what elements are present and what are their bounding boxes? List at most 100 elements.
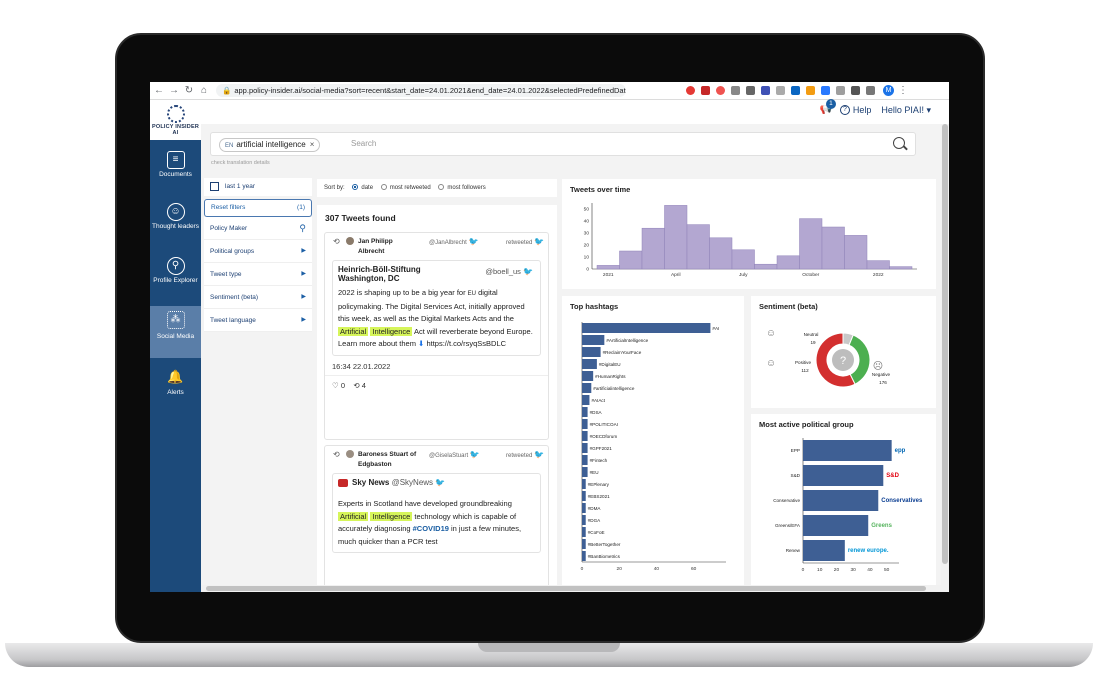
logo[interactable]: POLICY INSIDER AI — [150, 102, 201, 140]
sentiment-slice — [815, 332, 856, 388]
histogram-bar — [866, 260, 890, 270]
filter-sentiment[interactable]: Sentiment (beta) ▶ — [204, 286, 312, 309]
translation-details-link[interactable]: check translation details — [211, 160, 270, 166]
laptop-notch — [478, 643, 620, 652]
notification-button[interactable]: 📢 1 — [819, 99, 836, 116]
hashtag-label: #ReclaimYourFace — [603, 350, 642, 355]
x-tick-label: 0 — [581, 566, 584, 572]
extension-icon[interactable] — [821, 86, 830, 95]
chip-close-icon[interactable]: × — [309, 140, 315, 149]
retweeter-handle[interactable]: @JanAlbrecht 🐦 — [429, 237, 479, 246]
tweet-link[interactable]: https://t.co/rsyqSsBDLC — [426, 339, 507, 348]
puzzle-icon[interactable] — [851, 86, 860, 95]
sidebar-item-thought-leaders[interactable]: ☺ Thought leaders — [150, 198, 201, 248]
extension-icon[interactable] — [716, 86, 725, 95]
extension-icon[interactable] — [866, 86, 875, 95]
tweet-card[interactable]: ⟲ Jan Philipp Albrecht @JanAlbrecht 🐦 re… — [324, 232, 549, 440]
y-tick-label: 40 — [584, 219, 590, 225]
tweet-timestamp: 16:34 22.01.2022 — [325, 356, 548, 376]
filter-tweet-language[interactable]: Tweet language ▶ — [204, 309, 312, 332]
political-bar — [803, 490, 879, 511]
author-handle[interactable]: @boell_us 🐦 — [485, 267, 533, 276]
extension-icon[interactable] — [761, 86, 770, 95]
hashtag-label: #BetterTogether — [588, 542, 621, 547]
filter-tweet-type[interactable]: Tweet type ▶ — [204, 263, 312, 286]
sort-date-radio[interactable] — [352, 184, 359, 191]
filter-policy-maker[interactable]: Policy Maker ⚲ — [204, 217, 312, 240]
chip-term: artificial intelligence — [236, 140, 306, 149]
tweets-panel: 307 Tweets found ⟲ Jan Philipp Albrecht … — [317, 205, 557, 585]
extension-icon[interactable] — [686, 86, 695, 95]
extension-icon[interactable] — [776, 86, 785, 95]
forward-icon[interactable]: → — [169, 84, 179, 96]
quoted-tweet[interactable]: Sky News @SkyNews 🐦 Experts in Scotland … — [332, 473, 541, 553]
y-tick-label: 50 — [584, 207, 590, 213]
retweet-icon[interactable]: ⟲ — [353, 380, 360, 390]
home-icon[interactable]: ⌂ — [200, 84, 208, 96]
scrollbar-thumb[interactable] — [942, 124, 948, 564]
sidebar-item-alerts[interactable]: 🔔 Alerts — [167, 369, 184, 396]
user-menu[interactable]: Hello PIAI! ▾ — [881, 104, 931, 115]
retweeter-name[interactable]: Baroness Stuart of Edgbaston — [358, 451, 417, 468]
search-icon[interactable] — [893, 137, 905, 149]
scrollbar-thumb[interactable] — [206, 586, 926, 591]
sidebar-item-documents[interactable]: ≡ Documents — [150, 146, 201, 196]
hashtag-bar — [582, 443, 588, 453]
quoted-tweet[interactable]: Heinrich-Böll-Stiftung Washington, DC @b… — [332, 260, 541, 356]
y-tick-label: 10 — [584, 255, 590, 261]
sort-retweeted-radio[interactable] — [380, 184, 387, 191]
vertical-scrollbar[interactable] — [941, 124, 949, 592]
hashtag-bar — [582, 503, 586, 513]
hashtag-bar — [582, 419, 588, 429]
hashtag-label: #artificialintelligence — [593, 386, 635, 391]
party-logo: Conservatives — [881, 498, 923, 504]
hashtag-bar — [582, 383, 592, 393]
sort-bar: Sort by: date most retweeted most follow… — [317, 179, 557, 197]
sidebar-item-social-media[interactable]: ⁂ Social Media — [150, 306, 201, 358]
histogram-bar — [799, 218, 823, 270]
sky-news-logo — [338, 478, 348, 487]
extension-icon[interactable] — [746, 86, 755, 95]
menu-dots-icon[interactable]: ⋮ — [898, 84, 908, 96]
address-bar[interactable]: 🔒 app.policy-insider.ai/social-media?sort… — [216, 84, 626, 97]
hashtag-bar — [582, 347, 601, 357]
political-group-card: Most active political group EPP epp S&D S&D… — [751, 414, 936, 586]
back-icon[interactable]: ← — [154, 84, 164, 96]
filter-political-groups[interactable]: Political groups ▶ — [204, 240, 312, 263]
search-term-chip[interactable]: EN artificial intelligence × — [219, 138, 321, 152]
hashtag-label: #DMA — [588, 506, 602, 511]
linkedin-icon[interactable] — [791, 86, 800, 95]
heart-icon[interactable]: ♡ — [332, 380, 339, 390]
retweeter-name[interactable]: Jan Philipp Albrecht — [358, 238, 393, 255]
histogram-bar — [709, 237, 733, 270]
horizontal-scrollbar[interactable] — [201, 585, 941, 592]
date-range-filter[interactable]: last 1 year — [204, 178, 312, 196]
help-icon[interactable]: ? — [839, 105, 850, 115]
reload-icon[interactable]: ↻ — [184, 84, 194, 96]
search-input[interactable]: Search — [351, 139, 377, 148]
help-link[interactable]: Help — [852, 105, 872, 115]
rss-icon[interactable] — [806, 86, 815, 95]
tweet-card[interactable]: ⟲ Baroness Stuart of Edgbaston @GiselaSt… — [324, 445, 549, 585]
twitter-icon: 🐦 — [469, 450, 480, 459]
avatar — [346, 450, 354, 458]
extension-icon[interactable] — [731, 86, 740, 95]
retweeter-handle[interactable]: @GiselaStuart 🐦 — [429, 450, 480, 459]
x-tick-label: 10 — [817, 567, 823, 573]
category-label: EPP — [791, 448, 800, 453]
hashtag-bar — [582, 395, 590, 405]
sidebar-item-profile-explorer[interactable]: ⚲ Profile Explorer — [150, 252, 201, 302]
retweeted-label: retweeted 🐦 — [506, 450, 544, 459]
twitter-icon: 🐦 — [534, 450, 544, 459]
twitter-icon: 🐦 — [435, 478, 446, 487]
hashtag-link[interactable]: #COVID19 — [412, 524, 449, 533]
sort-followers-radio[interactable] — [438, 184, 445, 191]
profile-avatar[interactable]: M — [883, 85, 894, 96]
twitter-icon: 🐦 — [523, 267, 533, 276]
reset-filters-button[interactable]: Reset filters (1) — [204, 199, 312, 217]
megaphone-icon: 📢 — [819, 104, 833, 115]
extension-icon[interactable] — [701, 86, 710, 95]
extension-icon[interactable] — [836, 86, 845, 95]
author-handle[interactable]: @SkyNews — [391, 478, 434, 487]
search-icon[interactable]: ⚲ — [299, 223, 306, 233]
